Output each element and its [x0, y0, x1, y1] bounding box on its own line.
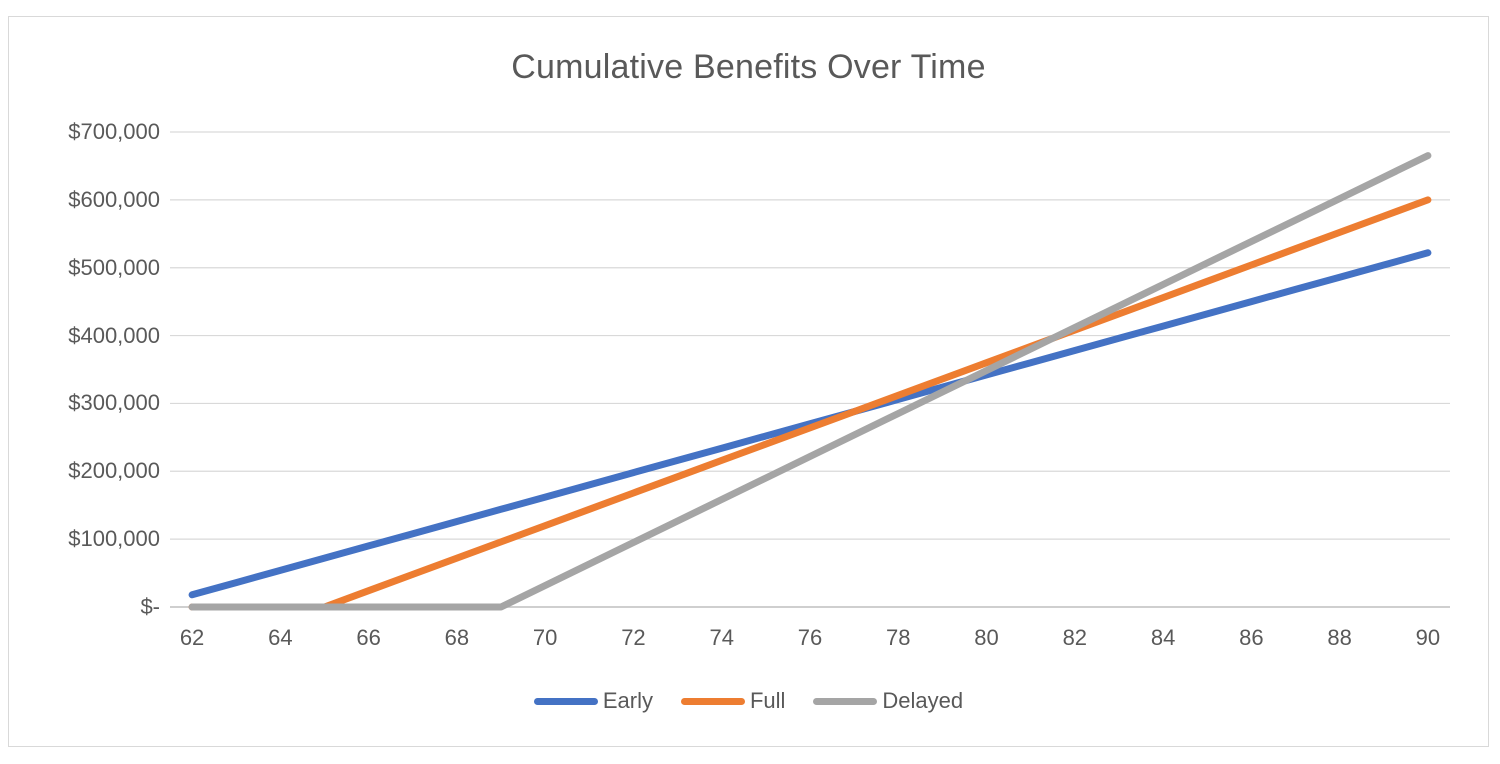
legend-label: Delayed — [882, 688, 964, 713]
x-tick-label: 86 — [1239, 625, 1264, 650]
legend-item-early: Early — [533, 688, 653, 714]
x-tick-label: 62 — [179, 625, 205, 650]
x-tick-label: 74 — [709, 625, 734, 650]
legend-swatch-delayed — [813, 697, 878, 705]
legend-swatch-full — [680, 697, 745, 705]
legend-label: Full — [749, 688, 786, 713]
series-line-delayed — [188, 152, 1432, 611]
plot-area — [170, 131, 1450, 611]
legend-item-delayed: Delayed — [813, 688, 963, 714]
legend: Early Full Delayed — [9, 688, 1488, 714]
x-tick-label: 64 — [268, 625, 293, 650]
legend-swatch-early — [533, 697, 598, 705]
chart-frame: Cumulative Benefits Over Time $- $100,000… — [8, 16, 1489, 747]
y-tick-label: $200,000 — [68, 458, 160, 484]
chart-title: Cumulative Benefits Over Time — [511, 48, 986, 86]
y-tick-label: $700,000 — [68, 119, 160, 144]
y-tick-label: $500,000 — [68, 254, 160, 280]
legend-item-full: Full — [680, 688, 786, 714]
series-line-full — [188, 196, 1432, 611]
x-tick-label: 78 — [886, 625, 911, 650]
y-tick-label: $300,000 — [68, 390, 160, 416]
y-tick-label: $100,000 — [68, 526, 160, 552]
x-tick-label: 66 — [356, 625, 381, 650]
y-tick-label: $- — [140, 594, 160, 619]
x-tick-label: 80 — [974, 625, 999, 650]
x-tick-label: 90 — [1415, 625, 1441, 650]
x-tick-label: 84 — [1150, 625, 1176, 650]
x-tick-label: 70 — [532, 625, 558, 650]
series-line-early — [188, 249, 1432, 599]
x-tick-label: 82 — [1062, 625, 1088, 650]
legend-label: Early — [602, 688, 653, 713]
x-tick-label: 76 — [797, 625, 823, 650]
x-tick-label: 88 — [1327, 625, 1352, 650]
x-tick-label: 72 — [621, 625, 646, 650]
x-tick-label: 68 — [444, 625, 470, 650]
y-tick-label: $400,000 — [68, 322, 160, 348]
y-tick-label: $600,000 — [68, 186, 160, 212]
